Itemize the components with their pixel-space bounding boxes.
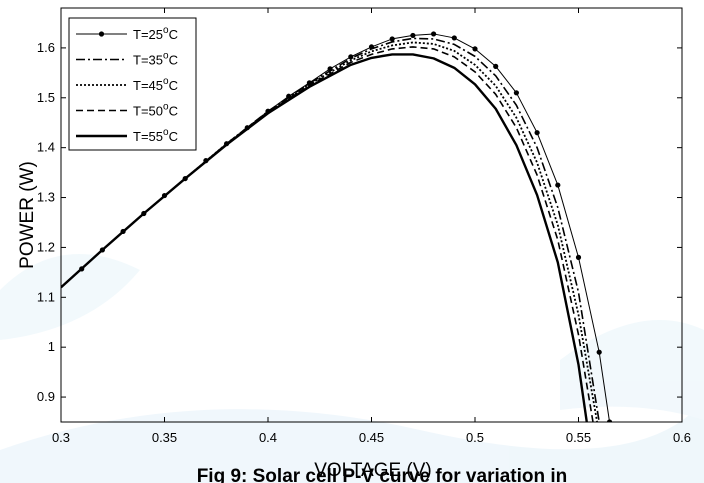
series-line-1	[61, 33, 611, 422]
figure-caption: Fig 9: Solar cell P-V curve for variatio…	[197, 466, 568, 483]
series-1-point	[306, 80, 312, 86]
y-tick-label: 1.5	[37, 90, 55, 105]
legend-label-unit: C	[169, 104, 178, 119]
series-1-point	[120, 228, 126, 235]
legend-label-1: T=25oC	[133, 25, 178, 42]
x-tick-label: 0.4	[259, 430, 277, 445]
series-1-point	[410, 32, 416, 39]
series-1-point	[555, 182, 561, 188]
series-1-point	[182, 175, 188, 182]
series-1-point	[534, 130, 540, 136]
watermark-swoosh	[0, 400, 704, 483]
legend-label-unit: C	[169, 129, 178, 144]
series-1-point	[493, 63, 499, 69]
legend-marker	[98, 31, 105, 37]
y-tick-label: 1.3	[37, 190, 55, 205]
series-1-point	[472, 46, 478, 52]
legend-label-4: T=50oC	[133, 102, 178, 119]
series-1-point	[244, 125, 250, 131]
legend-label-degree: o	[163, 76, 169, 87]
y-tick-label: 1.1	[37, 289, 55, 304]
series-1-point	[368, 44, 375, 50]
series-1-point	[327, 66, 333, 72]
series-1-point	[575, 254, 582, 260]
legend-box	[68, 17, 197, 151]
series-1-point	[389, 36, 395, 42]
series-line-4	[61, 46, 594, 422]
series-1-point	[451, 35, 457, 41]
y-axis: 0.9 1 1.1 1.2 1.3 1.4 1.5 1.6	[37, 40, 682, 404]
series-layer	[61, 31, 613, 422]
series-1-point	[348, 54, 354, 60]
legend-label-base: T=35	[133, 53, 163, 68]
series-1-point	[513, 90, 520, 96]
x-tick-label: 0.35	[152, 430, 177, 445]
legend-label-base: T=50	[133, 104, 163, 119]
y-tick-label: 1.6	[37, 40, 55, 55]
legend-label-unit: C	[169, 53, 178, 68]
series-1-point	[286, 93, 292, 99]
legend-label-5: T=55oC	[133, 127, 178, 144]
x-tick-label: 0.45	[359, 430, 384, 445]
legend-label-3: T=45oC	[133, 76, 178, 93]
legend-label-unit: C	[169, 78, 178, 93]
watermark-curve	[0, 254, 140, 340]
y-tick-label: 0.9	[37, 389, 55, 404]
legend-label-degree: o	[163, 102, 169, 113]
watermark-curve-right	[560, 320, 704, 420]
y-tick-label: 1.4	[37, 140, 55, 155]
series-1-point	[203, 158, 209, 164]
legend-label-base: T=45	[133, 78, 163, 93]
series-1-point	[99, 247, 105, 253]
x-axis: 0.3 0.35 0.4 0.45 0.5 0.55 0.6	[52, 8, 691, 445]
series-1-point	[596, 349, 602, 355]
legend-label-degree: o	[163, 25, 169, 36]
x-tick-label: 0.3	[52, 430, 70, 445]
y-tick-label: 1	[48, 339, 55, 354]
x-tick-label: 0.6	[673, 430, 691, 445]
watermark	[0, 254, 704, 483]
series-1-point	[265, 108, 271, 114]
series-1-point	[79, 266, 85, 272]
x-tick-label: 0.5	[466, 430, 484, 445]
y-tick-label: 1.2	[37, 239, 55, 254]
legend-label-base: T=25	[133, 27, 163, 42]
legend-label-2: T=35oC	[133, 51, 178, 68]
series-1-point	[606, 419, 613, 422]
x-axis-label: VOLTAGE (V)	[314, 460, 432, 481]
legend-label-unit: C	[169, 27, 178, 42]
series-1-point	[161, 192, 168, 199]
legend-label-degree: o	[163, 51, 169, 62]
series-1-point	[141, 210, 147, 217]
legend-label-degree: o	[163, 127, 169, 138]
x-tick-label: 0.55	[566, 430, 591, 445]
series-1-point	[224, 141, 230, 147]
legend-label-base: T=55	[133, 129, 163, 144]
series-1-point	[431, 31, 437, 37]
y-axis-label: POWER (W)	[17, 161, 38, 269]
